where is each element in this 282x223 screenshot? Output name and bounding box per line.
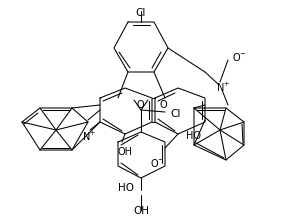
- Text: O$^{-}$: O$^{-}$: [150, 157, 165, 169]
- Text: O: O: [136, 100, 144, 110]
- Text: OH: OH: [133, 206, 149, 216]
- Text: O: O: [160, 100, 168, 110]
- Text: HO: HO: [118, 183, 134, 193]
- Text: Cl: Cl: [136, 8, 146, 18]
- Text: HO: HO: [186, 131, 201, 141]
- Text: O$^{-}$: O$^{-}$: [232, 51, 247, 63]
- Text: N$^{+}$: N$^{+}$: [82, 129, 96, 142]
- Text: Cl: Cl: [170, 109, 180, 119]
- Text: OH: OH: [118, 147, 133, 157]
- Text: N$^{+}$: N$^{+}$: [216, 81, 230, 94]
